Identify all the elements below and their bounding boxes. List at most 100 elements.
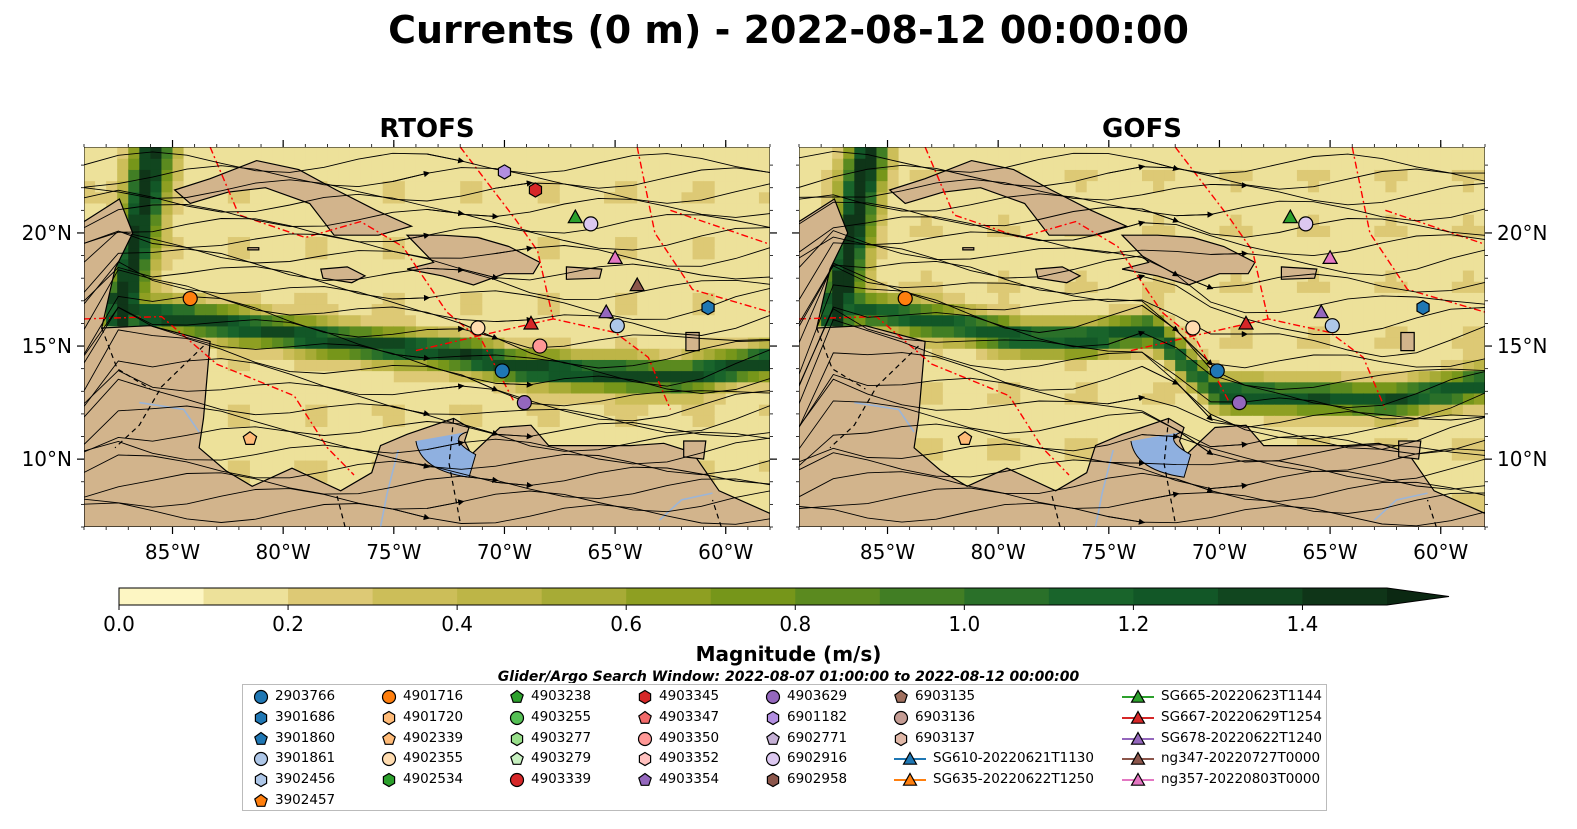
speed-cell — [865, 236, 878, 249]
speed-cell — [1086, 392, 1099, 405]
float-marker — [567, 208, 584, 224]
speed-cell — [205, 147, 218, 159]
speed-cell — [692, 303, 705, 316]
speed-cell — [1296, 415, 1309, 428]
speed-cell — [316, 258, 329, 271]
speed-cell — [692, 169, 705, 182]
speed-cell — [415, 415, 428, 428]
speed-cell — [238, 191, 251, 204]
speed-cell — [1252, 214, 1265, 226]
speed-cell — [1108, 281, 1121, 293]
speed-cell — [1330, 415, 1342, 428]
speed-cell — [953, 314, 966, 327]
speed-cell — [1020, 225, 1032, 238]
speed-cell — [942, 437, 955, 450]
speed-cell — [194, 147, 207, 159]
speed-cell — [1418, 158, 1431, 170]
speed-cell — [427, 214, 439, 226]
speed-cell — [139, 225, 151, 238]
speed-cell — [172, 247, 185, 260]
speed-cell — [615, 147, 627, 159]
speed-cell — [393, 426, 406, 439]
speed-cell — [898, 214, 911, 226]
speed-cell — [987, 236, 999, 249]
speed-cell — [415, 169, 428, 182]
speed-cell — [1053, 147, 1066, 159]
speed-cell — [216, 281, 229, 293]
speed-cell — [736, 214, 749, 226]
speed-cell — [1186, 214, 1198, 226]
speed-cell — [460, 180, 472, 193]
speed-cell — [604, 247, 616, 260]
eez-boundary — [924, 147, 1229, 401]
speed-cell — [261, 269, 273, 282]
float-marker — [516, 394, 532, 411]
speed-cell — [998, 459, 1010, 472]
speed-cell — [1385, 214, 1398, 226]
speed-cell — [1274, 147, 1287, 159]
speed-cell — [493, 337, 506, 349]
speed-cell — [692, 415, 705, 428]
speed-cell — [349, 147, 362, 159]
legend-marker — [382, 710, 396, 725]
speed-cell — [1462, 392, 1475, 405]
speed-cell — [1319, 437, 1331, 450]
speed-cell — [581, 169, 594, 182]
speed-cell — [338, 169, 351, 182]
speed-cell — [1363, 191, 1375, 204]
speed-cell — [1385, 426, 1398, 439]
speed-cell — [637, 303, 649, 316]
speed-cell — [393, 337, 406, 349]
legend-label: SG610-20220621T1130 — [933, 750, 1094, 767]
speed-cell — [360, 437, 373, 450]
speed-cell — [194, 325, 207, 338]
speed-cell — [1451, 381, 1464, 394]
speed-cell — [515, 325, 528, 338]
speed-cell — [1285, 325, 1298, 338]
speed-cell — [482, 202, 494, 215]
speed-cell — [526, 303, 539, 316]
speed-cell — [261, 147, 273, 159]
speed-cell — [227, 236, 240, 249]
speed-cell — [1473, 158, 1485, 170]
speed-cell — [747, 381, 760, 394]
speed-cell — [249, 359, 262, 372]
speed-cell — [1175, 337, 1187, 349]
speed-cell — [1462, 180, 1475, 193]
speed-cell — [1374, 370, 1387, 383]
speed-cell — [272, 214, 284, 226]
speed-cell — [249, 437, 262, 450]
speed-cell — [832, 281, 844, 293]
speed-cell — [327, 180, 340, 193]
speed-cell — [1429, 459, 1442, 472]
speed-cell — [438, 325, 450, 338]
speed-cell — [1009, 448, 1021, 461]
speed-cell — [799, 158, 811, 170]
speed-cell — [1473, 437, 1485, 450]
speed-cell — [1009, 202, 1021, 215]
speed-cell — [1473, 381, 1485, 394]
speed-cell — [1130, 370, 1143, 383]
speed-cell — [976, 359, 988, 372]
speed-cell — [592, 404, 605, 416]
speed-cell — [1352, 370, 1364, 383]
speed-cell — [1285, 169, 1298, 182]
speed-cell — [736, 325, 749, 338]
speed-cell — [942, 348, 955, 360]
legend-label: 4901716 — [403, 688, 464, 704]
speed-cell — [128, 147, 140, 159]
speed-cell — [548, 247, 561, 260]
speed-cell — [238, 337, 251, 349]
speed-cell — [1341, 147, 1353, 159]
speed-cell — [327, 247, 340, 260]
streamline-arrow — [426, 383, 465, 391]
speed-cell — [648, 180, 660, 193]
speed-cell — [349, 381, 362, 394]
speed-cell — [294, 292, 306, 305]
speed-cell — [1130, 281, 1143, 293]
speed-cell — [272, 325, 284, 338]
speed-cell — [1374, 292, 1387, 305]
speed-cell — [1385, 147, 1398, 159]
speed-cell — [1042, 325, 1055, 338]
speed-cell — [238, 269, 251, 282]
